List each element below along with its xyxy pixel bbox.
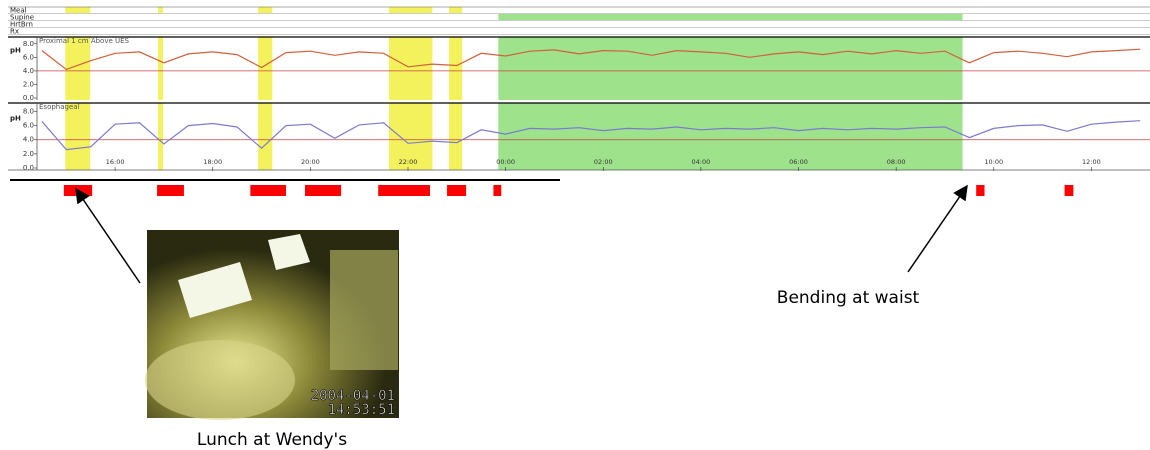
y-tick-label: 2.0 xyxy=(23,150,34,158)
reflux-event xyxy=(157,185,184,196)
period-shade xyxy=(65,103,90,170)
reflux-event xyxy=(378,185,430,196)
y-tick-label: 8.0 xyxy=(23,107,34,115)
reflux-event xyxy=(1065,185,1074,196)
x-tick-label: 22:00 xyxy=(399,158,418,166)
x-tick-label: 00:00 xyxy=(496,158,515,166)
reflux-event xyxy=(447,185,466,196)
reflux-event xyxy=(250,185,286,196)
channel-period xyxy=(258,7,272,13)
annotation: Bending at waist xyxy=(777,288,920,308)
y-axis-label: pH xyxy=(10,47,21,55)
x-tick-label: 20:00 xyxy=(301,158,320,166)
y-tick-label: 4.0 xyxy=(23,67,34,75)
y-tick-label: 0.0 xyxy=(23,94,34,102)
period-shade xyxy=(158,103,163,170)
panel-title: Esophageal xyxy=(39,103,80,111)
y-tick-label: 2.0 xyxy=(23,80,34,88)
reflux-event xyxy=(976,185,984,196)
y-tick-label: 6.0 xyxy=(23,122,34,130)
y-tick-label: 6.0 xyxy=(23,53,34,61)
x-tick-label: 18:00 xyxy=(203,158,222,166)
figure: MealSupineHrtBrnRxProximal 1 cm Above UE… xyxy=(0,0,1150,450)
y-tick-label: 8.0 xyxy=(23,40,34,48)
period-shade xyxy=(258,103,272,170)
period-shade xyxy=(258,37,272,100)
photo-time: 14:53:51 xyxy=(328,402,395,418)
y-tick-label: 4.0 xyxy=(23,136,34,144)
arrow xyxy=(76,189,140,283)
reflux-event xyxy=(64,185,92,196)
photo: 2004-04-01 14:53:51 xyxy=(145,230,399,420)
channel-period xyxy=(65,7,90,13)
channel-period xyxy=(158,7,163,13)
reflux-event xyxy=(493,185,501,196)
panel-title: Proximal 1 cm Above UES xyxy=(39,37,130,45)
x-tick-label: 02:00 xyxy=(594,158,613,166)
x-tick-label: 06:00 xyxy=(789,158,808,166)
period-shade xyxy=(449,37,462,100)
period-shade xyxy=(389,37,432,100)
x-tick-label: 16:00 xyxy=(106,158,125,166)
period-shade xyxy=(449,103,462,170)
channel-period xyxy=(449,7,462,13)
y-axis-label: pH xyxy=(10,115,21,123)
channel-period xyxy=(498,14,962,20)
channel-period xyxy=(389,7,432,13)
reflux-event xyxy=(305,185,341,196)
x-tick-label: 04:00 xyxy=(692,158,711,166)
channel-label: Rx xyxy=(10,28,19,36)
period-shade xyxy=(498,37,962,100)
x-tick-label: 12:00 xyxy=(1082,158,1101,166)
period-shade xyxy=(158,37,163,100)
arrow xyxy=(908,186,967,272)
x-tick-label: 10:00 xyxy=(984,158,1003,166)
annotation: Lunch at Wendy's xyxy=(197,430,347,450)
y-tick-label: 0.0 xyxy=(23,164,34,172)
x-tick-label: 08:00 xyxy=(887,158,906,166)
